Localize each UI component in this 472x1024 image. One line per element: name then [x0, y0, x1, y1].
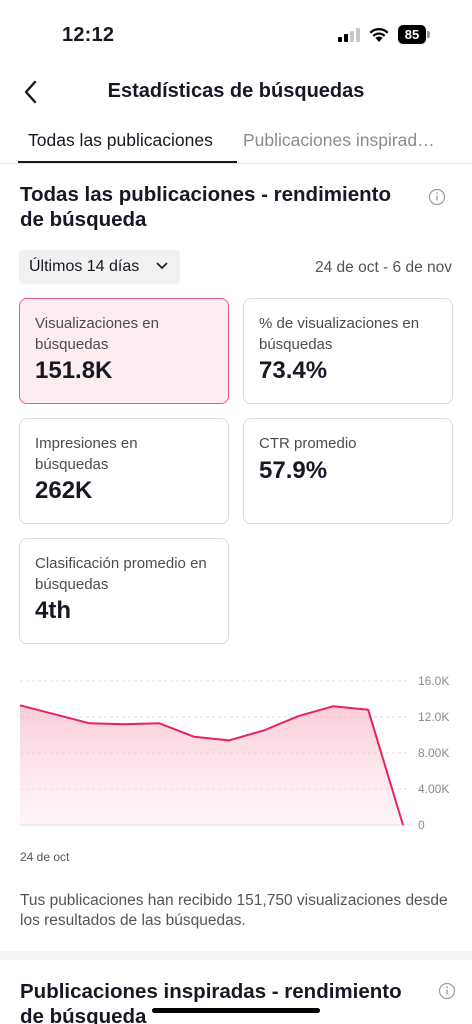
search-views-chart: 16.0K 12.0K 8.00K 4.00K 0	[19, 674, 449, 832]
metric-value: 73.4%	[259, 357, 328, 384]
chart-y-tick-label: 0	[418, 818, 425, 832]
info-icon[interactable]	[438, 982, 456, 1000]
status-bar: 12:12 85	[0, 0, 472, 62]
metric-label: Clasificación promedio en búsquedas	[35, 555, 207, 593]
metric-card-search-impressions[interactable]: Impresiones en búsquedas 262K	[19, 418, 229, 524]
date-range-dropdown-label: Últimos 14 días	[29, 258, 140, 275]
home-indicator	[152, 1008, 320, 1013]
metric-label: Impresiones en búsquedas	[35, 435, 138, 473]
chart-x-axis-label: 24 de oct	[20, 850, 70, 864]
back-button[interactable]	[12, 74, 48, 110]
tab-all-posts[interactable]: Todas las publicaciones	[28, 130, 213, 150]
cellular-signal-icon	[338, 28, 360, 42]
metric-value: 151.8K	[35, 357, 113, 384]
metric-card-search-views[interactable]: Visualizaciones en búsquedas 151.8K	[19, 298, 229, 404]
summary-text: Tus publicaciones han recibido 151,750 v…	[20, 892, 448, 929]
metric-value: 57.9%	[259, 456, 328, 484]
chart-area	[20, 705, 403, 825]
chevron-left-icon	[24, 80, 37, 104]
info-icon[interactable]	[428, 188, 446, 206]
section-title-inspired: Publicaciones inspiradas - rendimiento d…	[20, 980, 402, 1024]
metric-value: 262K	[35, 477, 93, 504]
metric-card-average-ctr[interactable]: CTR promedio 57.9%	[243, 418, 453, 524]
metric-label: CTR promedio	[259, 435, 357, 452]
metric-card-search-views-percent[interactable]: % de visualizaciones en búsquedas 73.4%	[243, 298, 453, 404]
date-range-text: 24 de oct - 6 de nov	[314, 259, 452, 276]
chevron-down-icon	[156, 262, 168, 269]
chart-y-tick-label: 12.0K	[418, 710, 449, 724]
chart-line	[19, 704, 404, 826]
nav-bar: Estadísticas de búsquedas	[0, 70, 472, 116]
metric-label: Visualizaciones en búsquedas	[35, 315, 159, 353]
section-title: Todas las publicaciones - rendimiento de…	[20, 183, 391, 231]
metric-label: % de visualizaciones en búsquedas	[259, 315, 420, 353]
wifi-icon	[369, 28, 389, 42]
battery-level: 85	[404, 27, 420, 42]
tab-bar: Todas las publicaciones Publicaciones in…	[0, 124, 472, 164]
metric-value: 4th	[35, 597, 71, 624]
chart-y-tick-label: 8.00K	[418, 746, 449, 760]
metric-card-average-rank[interactable]: Clasificación promedio en búsquedas 4th	[19, 538, 229, 644]
page-title: Estadísticas de búsquedas	[107, 80, 365, 102]
tab-inspired-posts[interactable]: Publicaciones inspirad…	[243, 130, 435, 150]
date-range-dropdown[interactable]: Últimos 14 días	[19, 250, 180, 284]
battery-icon: 85	[398, 25, 430, 44]
active-tab-indicator	[18, 161, 237, 163]
chart-y-tick-label: 4.00K	[418, 782, 449, 796]
status-time: 12:12	[62, 24, 115, 46]
section-divider	[0, 951, 472, 960]
chart-y-tick-label: 16.0K	[418, 674, 449, 688]
